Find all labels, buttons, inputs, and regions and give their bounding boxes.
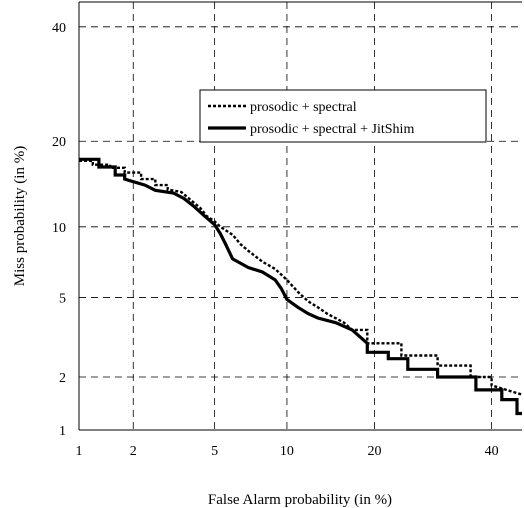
- x-tick-label: 40: [485, 444, 499, 459]
- y-tick-label: 20: [52, 135, 66, 150]
- y-ticks: 1 2 5 10 20 40: [52, 21, 66, 439]
- y-tick-label: 1: [59, 424, 66, 439]
- y-tick-label: 2: [59, 371, 66, 386]
- legend-label-1: prosodic + spectral: [250, 100, 357, 115]
- y-tick-label: 10: [52, 221, 66, 236]
- legend-label-2: prosodic + spectral + JitShim: [250, 122, 414, 137]
- x-ticks: 1 2 5 10 20 40: [76, 444, 499, 459]
- x-tick-label: 2: [130, 444, 137, 459]
- series-line-2: [79, 157, 522, 416]
- x-tick-label: 5: [211, 444, 218, 459]
- y-axis-label: Miss probability (in %): [12, 146, 28, 286]
- x-axis-label: False Alarm probability (in %): [208, 492, 392, 508]
- x-tick-label: 20: [367, 444, 381, 459]
- y-tick-label: 40: [52, 21, 66, 36]
- series-line-1: [79, 159, 523, 396]
- legend-box: [199, 89, 487, 143]
- series-lines: [79, 157, 523, 416]
- x-tick-label: 10: [280, 444, 294, 459]
- y-tick-label: 5: [59, 291, 66, 306]
- x-tick-label: 1: [76, 444, 83, 459]
- legend: prosodic + spectral prosodic + spectral …: [199, 89, 487, 143]
- plot-area: [79, 2, 522, 430]
